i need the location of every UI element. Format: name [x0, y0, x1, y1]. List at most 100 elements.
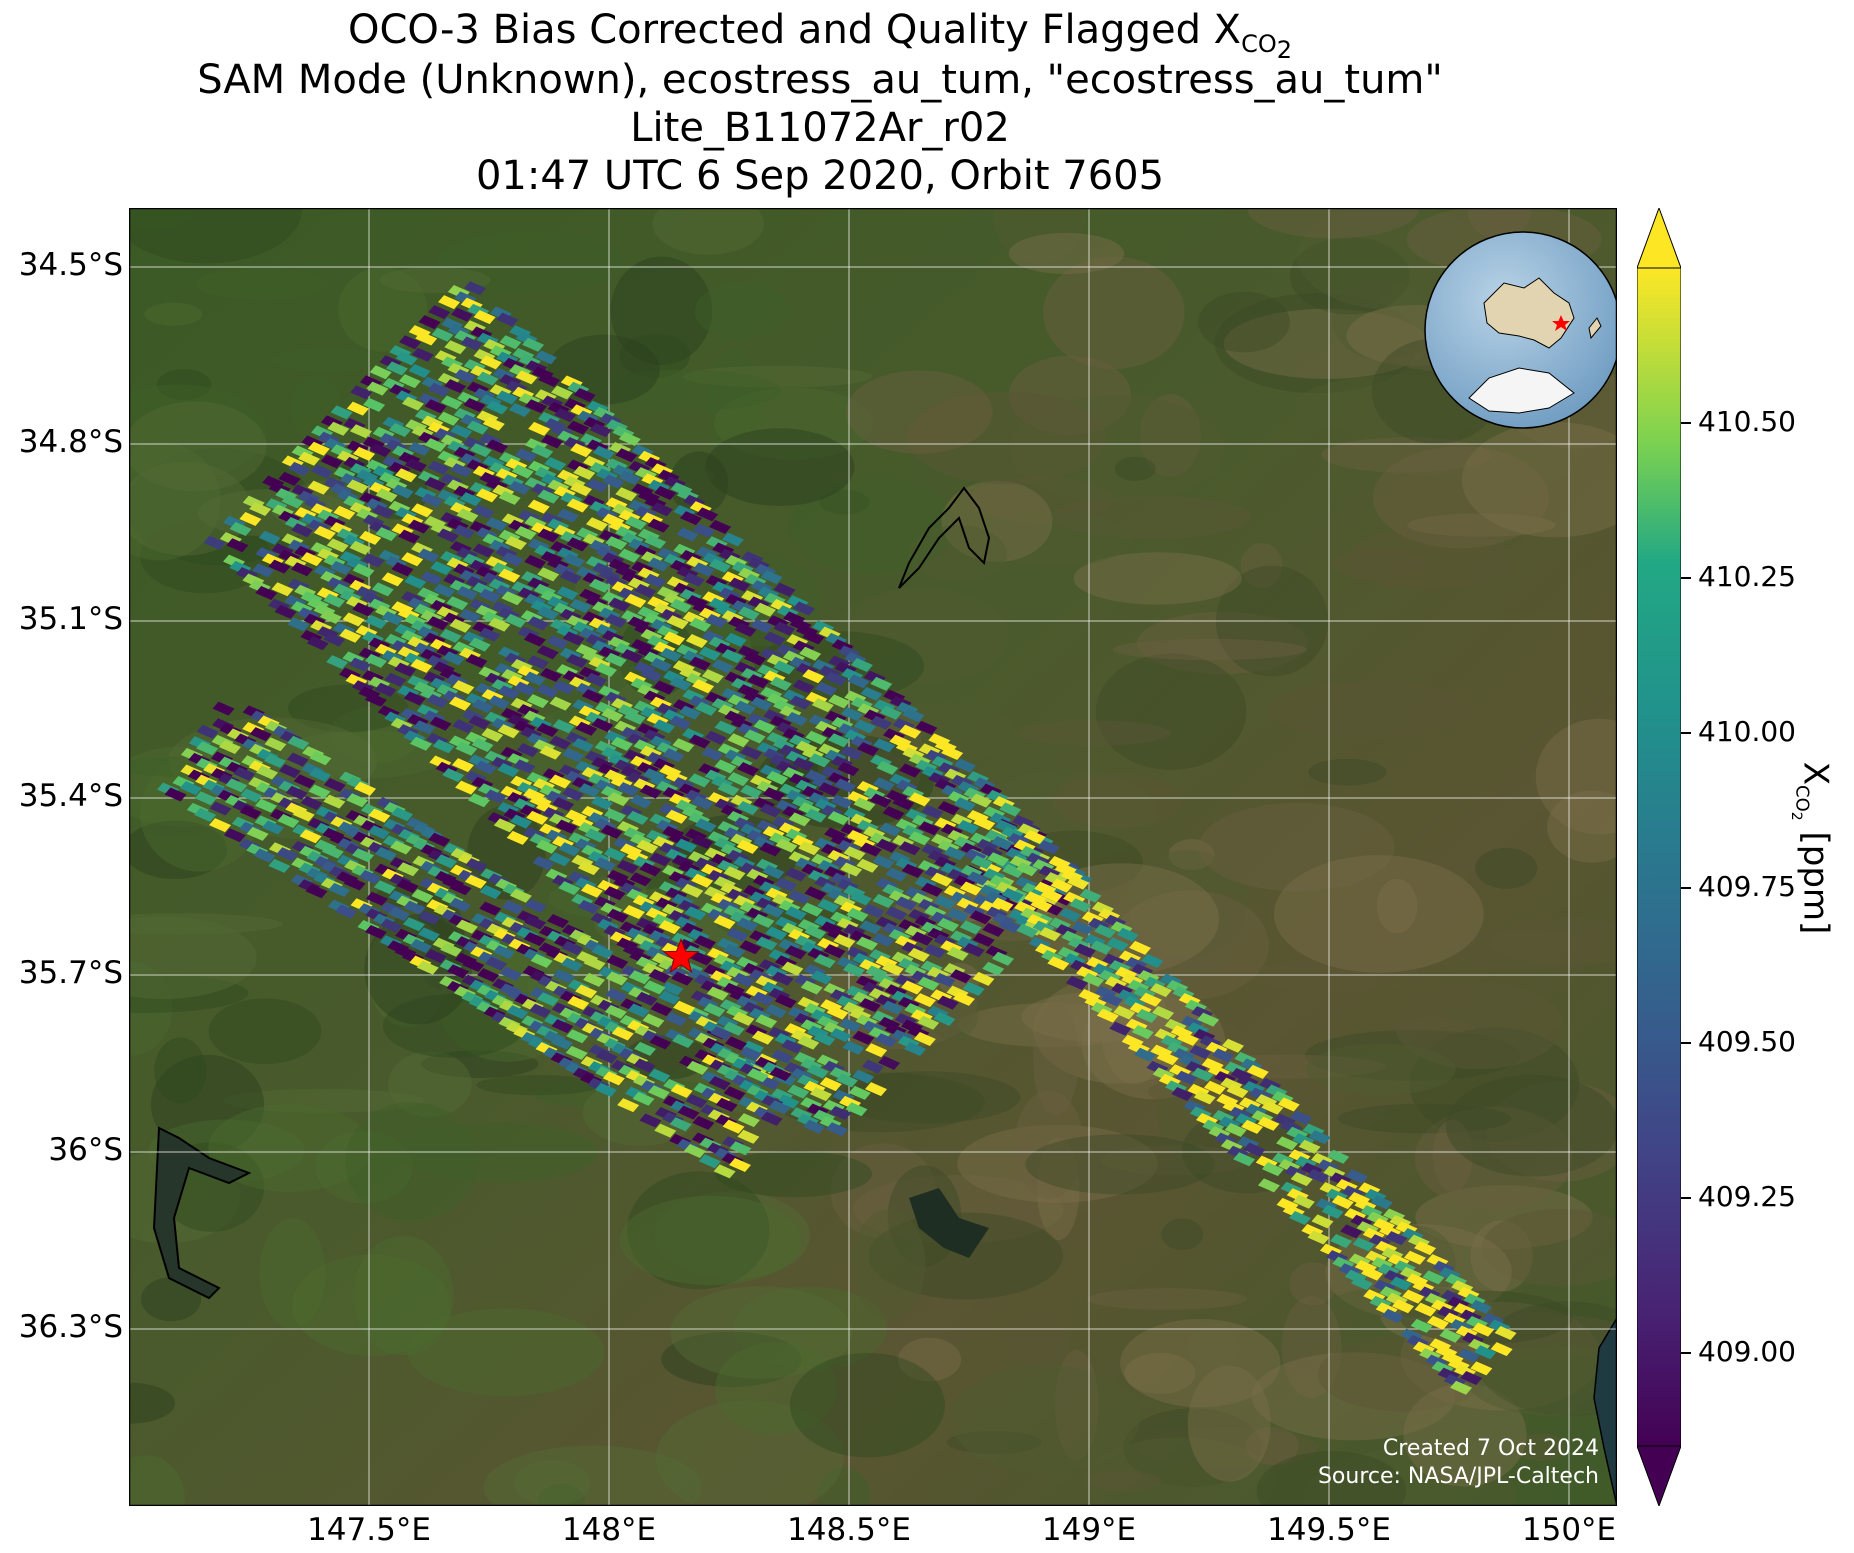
- terrain-patch: [682, 365, 873, 388]
- terrain-patch: [129, 1382, 176, 1424]
- terrain-patch: [1308, 758, 1387, 786]
- sounding-pixel: [472, 504, 495, 519]
- terrain-patch: [1372, 446, 1549, 549]
- sounding-pixel: [552, 969, 575, 984]
- sounding-pixel: [448, 897, 471, 912]
- sounding-pixel: [339, 628, 362, 643]
- sounding-pixel: [562, 748, 585, 763]
- sounding-pixel: [1016, 923, 1039, 938]
- sounding-pixel: [1226, 1084, 1249, 1099]
- sounding-pixel: [497, 724, 520, 739]
- sounding-pixel: [665, 1012, 688, 1027]
- sounding-pixel: [1370, 1195, 1393, 1210]
- colorbar-tick-mark: [1681, 1352, 1691, 1354]
- sounding-pixel: [1171, 1086, 1194, 1101]
- terrain-patch: [1432, 1119, 1473, 1192]
- sounding-pixel: [666, 615, 689, 630]
- sounding-pixel: [526, 694, 549, 709]
- sounding-pixel: [907, 947, 930, 962]
- terrain-patch: [1123, 1408, 1262, 1488]
- terrain-patch: [946, 1431, 1043, 1454]
- terrain-patch: [1223, 308, 1430, 379]
- title-line3: Lite_B11072Ar_r02: [630, 105, 1010, 151]
- sounding-pixel: [780, 1039, 803, 1054]
- terrain-patch: [1375, 1016, 1486, 1072]
- sounding-pixel: [647, 518, 670, 533]
- sounding-pixel: [493, 818, 516, 833]
- sounding-pixel: [562, 631, 585, 646]
- sounding-pixel: [346, 401, 369, 416]
- sounding-pixel: [972, 971, 995, 986]
- sounding-pixel: [747, 674, 770, 689]
- sounding-pixel: [451, 758, 474, 773]
- terrain-patch: [1305, 1043, 1456, 1096]
- sounding-pixel: [380, 918, 403, 933]
- sounding-pixel: [792, 679, 815, 694]
- sounding-pixel: [1290, 1172, 1313, 1187]
- sounding-pixel: [567, 995, 590, 1010]
- sounding-pixel: [669, 1117, 692, 1132]
- sounding-pixel: [293, 774, 316, 789]
- sounding-pixel: [616, 859, 639, 874]
- sounding-pixel: [468, 715, 491, 730]
- sounding-pixel: [462, 957, 485, 972]
- terrain-patch: [587, 369, 782, 412]
- lon-tick-label: 149.5°E: [1267, 1512, 1391, 1548]
- sounding-pixel: [692, 1115, 715, 1130]
- credits: Created 7 Oct 2024 Source: NASA/JPL-Calt…: [1318, 1435, 1599, 1491]
- xco2-soundings: [157, 281, 1517, 1395]
- colorbar-tick-mark: [1681, 577, 1691, 579]
- sounding-pixel: [694, 935, 717, 950]
- sounding-pixel: [773, 582, 796, 597]
- sounding-pixel: [472, 543, 495, 558]
- sounding-pixel: [390, 840, 413, 855]
- sounding-pixel: [604, 1004, 627, 1019]
- sounding-pixel: [1331, 1195, 1354, 1210]
- sounding-pixel: [566, 498, 589, 513]
- sounding-pixel: [396, 878, 419, 893]
- sounding-pixel: [487, 695, 510, 710]
- sounding-pixel: [565, 654, 588, 669]
- terrain-patch: [1127, 849, 1248, 958]
- sounding-pixel: [669, 676, 692, 691]
- sounding-pixel: [446, 964, 469, 979]
- sounding-pixel: [858, 998, 881, 1013]
- sounding-pixel: [1257, 1178, 1280, 1193]
- sounding-pixel: [437, 411, 460, 426]
- sounding-pixel: [933, 895, 956, 910]
- sounding-pixel: [1030, 897, 1053, 912]
- sounding-pixel: [403, 900, 426, 915]
- terrain-patch: [1086, 1288, 1248, 1311]
- sounding-pixel: [537, 489, 560, 504]
- sounding-pixel: [352, 848, 375, 863]
- sounding-pixel: [359, 530, 382, 545]
- sounding-pixel: [536, 723, 559, 738]
- sounding-pixel: [449, 618, 472, 633]
- sounding-pixel: [605, 536, 628, 551]
- sounding-pixel: [648, 969, 671, 984]
- sounding-pixel: [1233, 1152, 1256, 1167]
- sounding-pixel: [329, 560, 352, 575]
- sounding-pixel: [364, 692, 387, 707]
- sounding-pixel: [559, 569, 582, 584]
- sounding-pixel: [563, 553, 586, 568]
- terrain-patch: [1403, 1383, 1527, 1487]
- sounding-pixel: [471, 738, 494, 753]
- sounding-pixel: [319, 609, 342, 624]
- sounding-pixel: [736, 800, 759, 815]
- sounding-pixel: [586, 478, 609, 493]
- sounding-pixel: [615, 448, 638, 463]
- sounding-pixel: [373, 880, 396, 895]
- sounding-pixel: [1241, 1119, 1264, 1134]
- sounding-pixel: [404, 574, 427, 589]
- sounding-pixel: [1243, 1142, 1266, 1157]
- sounding-pixel: [438, 295, 461, 310]
- sounding-pixel: [203, 535, 226, 550]
- terrain-patch: [1407, 513, 1556, 537]
- terrain-patch: [1014, 1090, 1084, 1200]
- sounding-pixel: [399, 335, 422, 350]
- terrain-patch: [1137, 611, 1308, 674]
- sounding-pixel: [429, 716, 452, 731]
- sounding-pixel: [446, 596, 469, 611]
- sounding-pixel: [556, 508, 579, 523]
